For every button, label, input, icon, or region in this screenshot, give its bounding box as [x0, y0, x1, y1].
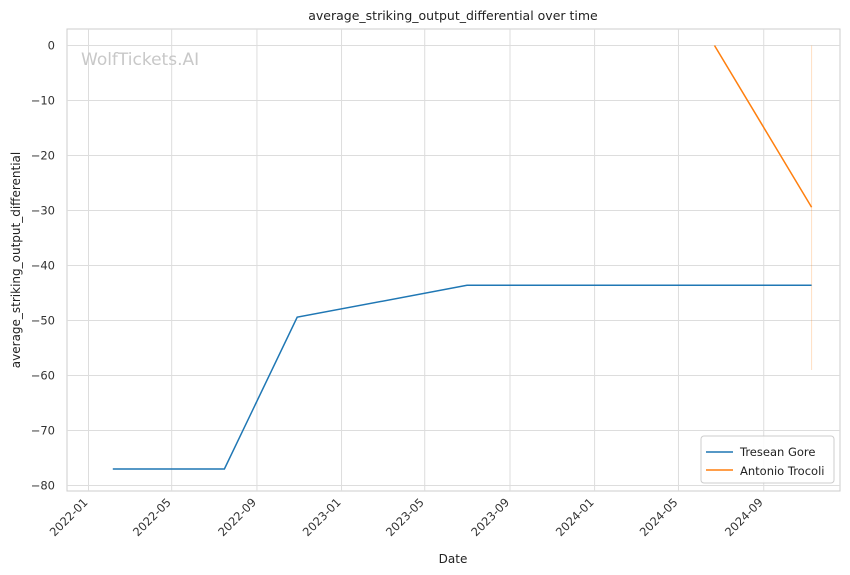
watermark: WolfTickets.AI [81, 50, 199, 70]
series-line [112, 284, 812, 470]
legend: Tresean Gore Antonio Trocoli [700, 435, 835, 484]
x-tick-label: 2024-09 [722, 495, 766, 539]
x-tick-label: 2024-05 [637, 495, 681, 539]
y-tick-label: −50 [31, 314, 55, 328]
y-tick-label: −40 [31, 259, 55, 273]
legend-label-antonio-trocoli: Antonio Trocoli [740, 464, 824, 478]
gridlines [67, 29, 840, 491]
y-tick-label: −80 [31, 479, 55, 493]
chart-title: average_striking_output_differential ove… [308, 8, 598, 23]
y-tick-label: −70 [31, 424, 55, 438]
series-lines [112, 45, 813, 470]
y-tick-label: −10 [31, 94, 55, 108]
plot-area [66, 28, 841, 492]
y-axis-label: average_striking_output_differential [9, 152, 23, 368]
x-tick-label: 2023-01 [300, 495, 344, 539]
x-tick-label: 2022-09 [215, 495, 259, 539]
x-tick-label: 2022-01 [47, 495, 91, 539]
x-tick-label: 2024-01 [553, 495, 597, 539]
y-tick-label: −20 [31, 149, 55, 163]
y-tick-label: −60 [31, 369, 55, 383]
y-axis-ticks: 0 −10 −20 −30 −40 −50 −60 −70 −80 [31, 39, 55, 493]
series-line [713, 45, 813, 208]
x-tick-label: 2023-09 [468, 495, 512, 539]
x-tick-label: 2023-05 [383, 495, 427, 539]
legend-box [700, 435, 835, 484]
x-tick-label: 2022-05 [130, 495, 174, 539]
y-tick-label: −30 [31, 204, 55, 218]
x-axis-label: Date [439, 552, 468, 566]
legend-label-tresean-gore: Tresean Gore [739, 445, 815, 459]
y-tick-label: 0 [48, 39, 55, 53]
x-axis-ticks: 2022-01 2022-05 2022-09 2023-01 2023-05 2023-… [47, 495, 766, 539]
